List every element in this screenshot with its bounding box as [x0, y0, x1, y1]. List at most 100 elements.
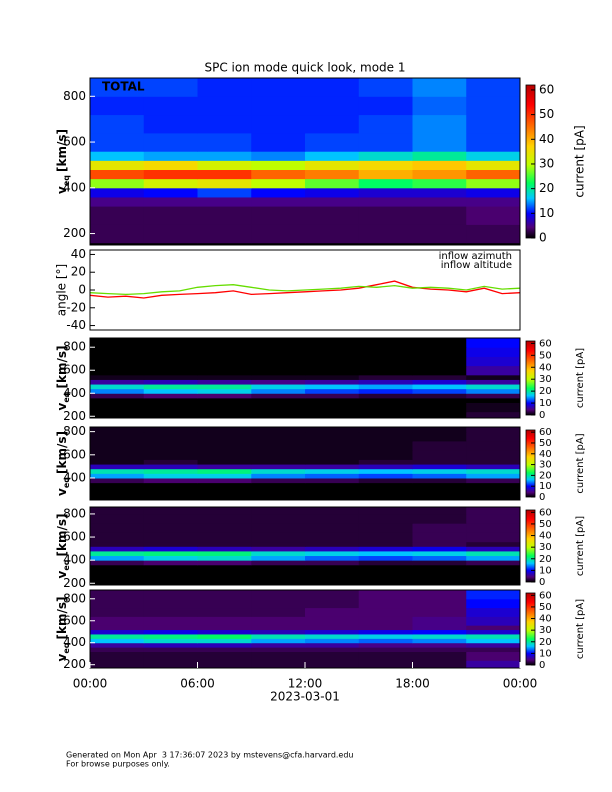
heatmap-cell — [358, 546, 413, 552]
heatmap-cell — [412, 482, 467, 488]
heatmap-cell — [358, 365, 413, 376]
colorbar-tick-label: 10 — [539, 398, 552, 409]
heatmap-cell — [143, 651, 198, 661]
heatmap-cell — [412, 523, 467, 533]
heatmap-cell — [251, 468, 306, 474]
colorbar-tick-label: 30 — [539, 625, 552, 636]
heatmap-cell — [90, 513, 145, 524]
heatmap-cell — [412, 196, 467, 207]
colorbar-tick-label: 20 — [539, 554, 552, 565]
heatmap-cell — [412, 224, 467, 244]
heatmap-cell — [143, 338, 198, 348]
heatmap-cell — [412, 178, 467, 189]
colorbar — [525, 429, 536, 498]
heatmap-cell — [358, 532, 413, 543]
heatmap-cell — [466, 660, 520, 668]
heatmap-cell — [143, 550, 198, 557]
heatmap-cell — [466, 642, 520, 648]
heatmap-cell — [305, 393, 360, 399]
colorbar-label: current [pA] — [575, 433, 586, 493]
heatmap-cell — [358, 642, 413, 648]
heatmap-cell — [90, 642, 145, 648]
heatmap-cell — [358, 482, 413, 488]
y-axis-label: veq [km/s] — [55, 346, 71, 411]
heatmap-cell — [305, 338, 360, 348]
heatmap-cell — [143, 206, 198, 225]
heatmap-cell — [305, 473, 360, 479]
heatmap-cell — [305, 532, 360, 543]
heatmap-cell — [358, 513, 413, 524]
heatmap-cell — [305, 356, 360, 367]
heatmap-cell — [197, 541, 252, 547]
heatmap-cell — [358, 427, 413, 433]
heatmap-cell — [143, 487, 198, 498]
heatmap-cell — [197, 546, 252, 552]
heatmap-cell — [251, 569, 306, 580]
colorbar-tick-label: 60 — [539, 338, 552, 349]
heatmap-cell — [251, 550, 306, 557]
heatmap-cell — [197, 468, 252, 474]
heatmap-cell — [466, 379, 520, 385]
heatmap-cell — [305, 523, 360, 533]
y-label-units: [km/s] — [55, 129, 69, 172]
y-axis-label: angle [°] — [55, 264, 69, 316]
heatmap-cell — [197, 347, 252, 357]
colorbar — [525, 340, 536, 416]
heatmap-cell — [143, 638, 198, 644]
heatmap-cell — [251, 555, 306, 561]
heatmap-cell — [412, 468, 467, 474]
heatmap-cell — [358, 224, 413, 244]
y-tick-label: -40 — [66, 318, 86, 332]
heatmap-cell — [305, 450, 360, 460]
plot-area — [90, 507, 520, 585]
heatmap-cell — [358, 397, 413, 403]
heatmap-cell — [412, 431, 467, 442]
heatmap-cell — [305, 427, 360, 433]
heatmap-cell — [412, 96, 467, 116]
heatmap-cell — [143, 196, 198, 207]
y-label-subscript: eq — [62, 175, 71, 186]
colorbar-label: current [pA] — [575, 516, 586, 576]
heatmap-cell — [90, 114, 145, 134]
heatmap-cell — [197, 427, 252, 433]
heatmap-cell — [197, 160, 252, 171]
heatmap-cell — [466, 625, 520, 631]
heatmap-cell — [412, 78, 467, 97]
plot-area — [90, 78, 520, 245]
heatmap-cell — [305, 647, 360, 653]
heatmap-cell — [90, 607, 145, 617]
heatmap-cell — [412, 338, 467, 348]
heatmap-cell — [251, 464, 306, 470]
heatmap-cell — [143, 541, 198, 547]
heatmap-cell — [143, 523, 198, 533]
colorbar-tick-label: 40 — [539, 614, 552, 625]
heatmap-cell — [251, 347, 306, 357]
heatmap-cell — [251, 607, 306, 617]
heatmap-cell — [143, 578, 198, 585]
heatmap-cell — [305, 96, 360, 116]
y-tick-label: 600 — [63, 447, 86, 461]
heatmap-cell — [412, 388, 467, 394]
colorbar-tick-label: 20 — [539, 637, 552, 648]
heatmap-cell — [466, 638, 520, 644]
heatmap-cell — [143, 555, 198, 561]
plot-frame — [89, 506, 521, 586]
heatmap-cell — [305, 397, 360, 403]
heatmap-cell — [358, 625, 413, 631]
heatmap-cell — [197, 550, 252, 557]
heatmap-cell — [466, 78, 520, 97]
heatmap-cell — [143, 411, 198, 418]
heatmap-cell — [305, 411, 360, 418]
heatmap-cell — [466, 532, 520, 543]
heatmap-cell — [197, 411, 252, 418]
heatmap-cell — [466, 151, 520, 161]
heatmap-cell — [90, 393, 145, 399]
heatmap-cell — [412, 560, 467, 566]
heatmap-cell — [90, 578, 145, 585]
heatmap-cell — [197, 555, 252, 561]
colorbar-tick-label: 20 — [539, 470, 552, 481]
heatmap-cell — [305, 440, 360, 451]
heatmap-cell — [90, 96, 145, 116]
heatmap-cell — [305, 365, 360, 376]
